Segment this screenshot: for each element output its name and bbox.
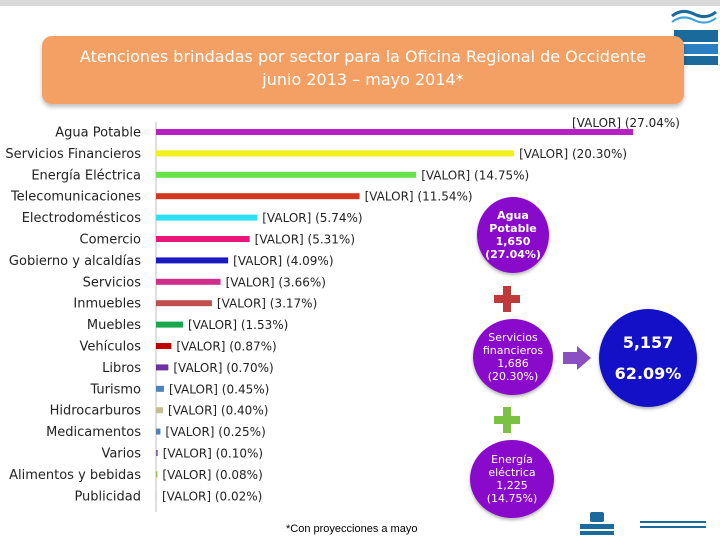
- top-bar: [0, 0, 720, 6]
- circle-label: Servicios: [488, 331, 538, 344]
- bar: [156, 193, 360, 200]
- data-label: [VALOR] (1.53%): [188, 318, 288, 332]
- bar: [156, 257, 229, 264]
- bar: [156, 450, 158, 456]
- chart-subtitle: junio 2013 – mayo 2014*: [262, 70, 464, 89]
- plus-icon: [494, 407, 520, 433]
- data-label: [VALOR] (27.04%): [572, 116, 680, 130]
- category-label: Servicios: [83, 275, 142, 290]
- data-label: [VALOR] (0.10%): [163, 447, 263, 461]
- category-label: Muebles: [87, 318, 141, 333]
- data-label: [VALOR] (0.08%): [162, 468, 262, 482]
- total-percent: 62.09%: [614, 364, 682, 383]
- category-label: Comercio: [80, 233, 142, 248]
- total-circle: 5,157 62.09%: [599, 309, 697, 407]
- data-label: [VALOR] (0.02%): [162, 489, 262, 503]
- bar: [156, 492, 157, 499]
- category-label: Medicamentos: [46, 425, 141, 440]
- footnote: *Con proyecciones a mayo: [286, 523, 418, 535]
- el-salvador-logo: [640, 519, 706, 534]
- data-label: [VALOR] (0.45%): [169, 382, 269, 396]
- bar-chart: Agua Potable [VALOR] (27.04%) Servicios Fi…: [5, 116, 680, 512]
- category-label: Inmuebles: [73, 297, 141, 312]
- circle-label: Energía: [491, 453, 533, 466]
- category-label: Vehículos: [80, 340, 142, 355]
- chart-title: Atenciones brindadas por sector para la …: [79, 47, 647, 66]
- data-label: [VALOR] (11.54%): [365, 190, 473, 204]
- bar: [156, 343, 172, 349]
- defensoria-logo: [578, 512, 616, 538]
- circle-percent: (20.30%): [487, 370, 539, 383]
- circle-label: financieros: [482, 344, 544, 357]
- data-label: [VALOR] (0.87%): [176, 340, 276, 354]
- bar: [156, 385, 164, 392]
- category-label: Servicios Financieros: [5, 147, 141, 162]
- bar: [156, 214, 258, 221]
- category-label: Hidrocarburos: [50, 404, 142, 419]
- data-label: [VALOR] (3.17%): [217, 297, 317, 311]
- bar: [156, 150, 515, 157]
- data-label: [VALOR] (3.66%): [226, 275, 326, 289]
- bar: [156, 321, 183, 328]
- bar: [156, 129, 633, 135]
- data-label: [VALOR] (0.40%): [168, 404, 268, 418]
- category-label: Electrodomésticos: [22, 211, 142, 226]
- data-label: [VALOR] (20.30%): [519, 147, 627, 161]
- agua-potable-circle: Agua Potable 1,650 (27.04%): [477, 197, 549, 273]
- category-label: Libros: [102, 361, 141, 376]
- total-value: 5,157: [622, 333, 674, 352]
- bar: [156, 171, 417, 178]
- servicios-financieros-circle: Servicios financieros 1,686 (20.30%): [473, 319, 553, 395]
- category-label: Telecomunicaciones: [10, 190, 141, 205]
- chart-title-box: Atenciones brindadas por sector para la …: [42, 36, 684, 104]
- data-label: [VALOR] (0.25%): [165, 425, 265, 439]
- arrow-right-icon: [563, 346, 591, 370]
- data-label: [VALOR] (14.75%): [421, 168, 529, 182]
- category-label: Publicidad: [74, 489, 141, 504]
- bar: [156, 428, 161, 435]
- bar: [156, 364, 169, 371]
- category-label: Alimentos y bebidas: [9, 468, 141, 483]
- data-label: [VALOR] (0.70%): [173, 361, 273, 375]
- circle-percent: (14.75%): [486, 492, 538, 505]
- bar: [156, 278, 221, 285]
- circle-percent: (27.04%): [485, 248, 541, 261]
- circle-label: eléctrica: [488, 466, 536, 479]
- energia-electrica-circle: Energía eléctrica 1,225 (14.75%): [470, 440, 554, 518]
- circle-label: Potable: [489, 222, 537, 235]
- circle-label: Agua: [497, 209, 529, 222]
- category-label: Varios: [101, 447, 141, 462]
- plus-icon: [494, 286, 520, 312]
- bar: [156, 471, 158, 478]
- circle-value: 1,225: [496, 479, 528, 492]
- category-label: Energía Eléctrica: [31, 168, 141, 183]
- category-label: Turismo: [89, 382, 141, 397]
- bar: [156, 407, 164, 414]
- bar: [156, 236, 250, 242]
- category-label: Gobierno y alcaldías: [9, 254, 141, 269]
- category-label: Agua Potable: [55, 126, 141, 141]
- circle-value: 1,650: [495, 235, 531, 248]
- data-label: [VALOR] (5.74%): [262, 211, 362, 225]
- data-label: [VALOR] (4.09%): [233, 254, 333, 268]
- circle-value: 1,686: [497, 357, 529, 370]
- bar: [156, 300, 212, 307]
- data-label: [VALOR] (5.31%): [255, 233, 355, 247]
